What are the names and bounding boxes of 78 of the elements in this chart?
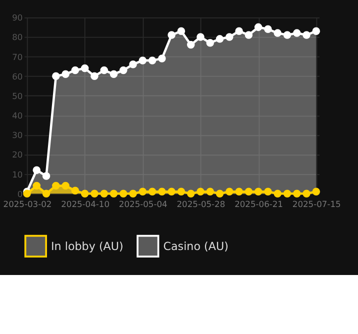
point — [80, 64, 89, 72]
point — [293, 190, 301, 198]
point — [206, 38, 214, 47]
point — [283, 31, 292, 39]
point — [226, 33, 234, 41]
point — [302, 31, 310, 39]
y-tick-label: 10 — [12, 169, 23, 180]
point — [52, 72, 60, 80]
y-tick-label: 30 — [12, 130, 23, 140]
legend-label: Casino (AU) — [163, 240, 228, 253]
point — [264, 25, 272, 34]
y-tick-label: 50 — [12, 90, 23, 101]
point — [32, 182, 41, 190]
point — [226, 188, 234, 196]
point — [196, 33, 204, 41]
point — [71, 186, 80, 195]
y-tick-label: 0 — [17, 188, 23, 199]
point — [186, 190, 195, 198]
point — [42, 172, 50, 180]
point — [206, 188, 214, 196]
x-tick-label: 2025-05-28 — [176, 199, 226, 210]
point — [148, 56, 156, 64]
legend-label: In lobby (AU) — [51, 240, 124, 253]
y-tick-label: 90 — [12, 12, 23, 23]
point — [302, 190, 310, 198]
point — [158, 54, 166, 62]
point — [138, 188, 147, 196]
x-tick-label: 2025-05-04 — [118, 199, 168, 210]
point — [312, 188, 320, 196]
point — [90, 72, 98, 80]
y-tick-label: 80 — [12, 32, 23, 42]
point — [120, 66, 128, 74]
point — [32, 166, 41, 174]
point — [254, 188, 262, 196]
point — [312, 27, 320, 35]
point — [283, 190, 292, 198]
point — [293, 29, 301, 37]
point — [129, 190, 137, 198]
point — [186, 40, 195, 49]
y-tick-label: 20 — [12, 150, 23, 160]
point — [196, 188, 204, 196]
point — [274, 29, 282, 37]
point — [168, 188, 176, 196]
y-tick-label: 60 — [12, 71, 23, 82]
point — [158, 188, 166, 196]
point — [42, 190, 50, 198]
point — [274, 190, 282, 198]
point — [244, 31, 253, 39]
point — [216, 35, 224, 43]
point — [110, 190, 118, 198]
point — [138, 56, 147, 64]
point — [90, 190, 98, 198]
point — [216, 190, 224, 198]
point — [52, 182, 60, 190]
point — [254, 23, 262, 32]
x-tick-label: 2025-06-21 — [234, 199, 283, 210]
point — [177, 27, 186, 35]
point — [62, 70, 70, 78]
point — [120, 190, 128, 198]
point — [244, 188, 253, 196]
point — [100, 66, 108, 74]
x-tick-label: 2025-04-10 — [61, 199, 110, 210]
y-tick-label: 40 — [12, 110, 23, 121]
x-tick-label: 2025-03-02 — [3, 199, 52, 210]
point — [168, 31, 176, 39]
point — [100, 190, 108, 198]
point — [62, 182, 70, 190]
point — [177, 188, 186, 196]
x-tick-label: 2025-07-15 — [292, 199, 341, 210]
point — [110, 70, 118, 78]
point — [80, 190, 89, 198]
y-tick-label: 70 — [12, 52, 23, 62]
point — [148, 188, 156, 196]
point — [235, 27, 243, 35]
point — [235, 188, 243, 196]
point — [71, 66, 80, 74]
point — [264, 188, 272, 196]
point — [129, 60, 137, 68]
